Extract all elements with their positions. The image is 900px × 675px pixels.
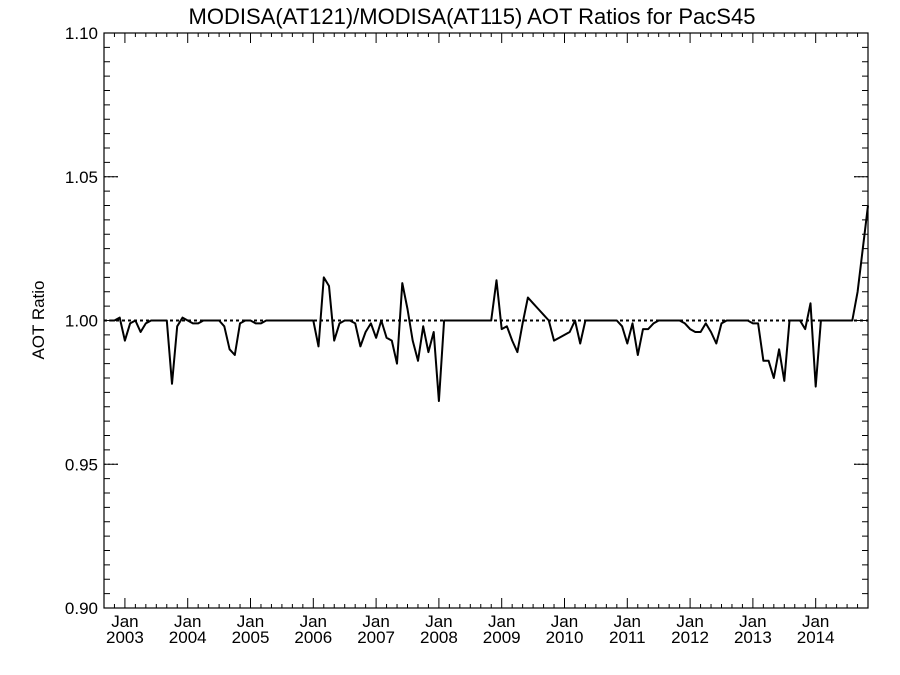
x-tick-year: 2010 <box>546 628 584 647</box>
y-tick-label: 1.05 <box>65 168 98 187</box>
x-tick-month: Jan <box>237 612 264 631</box>
y-axis-label: AOT Ratio <box>29 280 48 359</box>
y-tick-label: 1.10 <box>65 24 98 43</box>
x-tick-year: 2009 <box>483 628 521 647</box>
x-tick-month: Jan <box>300 612 327 631</box>
x-tick-year: 2003 <box>106 628 144 647</box>
x-tick-month: Jan <box>551 612 578 631</box>
x-tick-month: Jan <box>174 612 201 631</box>
x-tick-year: 2006 <box>294 628 332 647</box>
x-tick-year: 2011 <box>609 628 646 647</box>
x-tick-year: 2013 <box>734 628 772 647</box>
x-tick-year: 2007 <box>357 628 395 647</box>
series-line <box>109 205 869 402</box>
x-tick-month: Jan <box>362 612 389 631</box>
x-tick-month: Jan <box>111 612 138 631</box>
x-tick-month: Jan <box>614 612 641 631</box>
y-tick-label: 1.00 <box>65 312 98 331</box>
x-tick-year: 2005 <box>232 628 270 647</box>
x-tick-year: 2004 <box>169 628 207 647</box>
x-tick-month: Jan <box>425 612 452 631</box>
x-tick-month: Jan <box>802 612 829 631</box>
x-tick-year: 2012 <box>671 628 709 647</box>
y-tick-label: 0.95 <box>65 455 98 474</box>
x-tick-year: 2008 <box>420 628 458 647</box>
y-tick-label: 0.90 <box>65 599 98 618</box>
ticks-layer: 0.900.951.001.051.10Jan2003Jan2004Jan200… <box>65 24 868 647</box>
x-tick-month: Jan <box>676 612 703 631</box>
x-tick-month: Jan <box>488 612 515 631</box>
chart-title: MODISA(AT121)/MODISA(AT115) AOT Ratios f… <box>189 4 756 29</box>
x-tick-month: Jan <box>739 612 766 631</box>
x-tick-year: 2014 <box>797 628 835 647</box>
